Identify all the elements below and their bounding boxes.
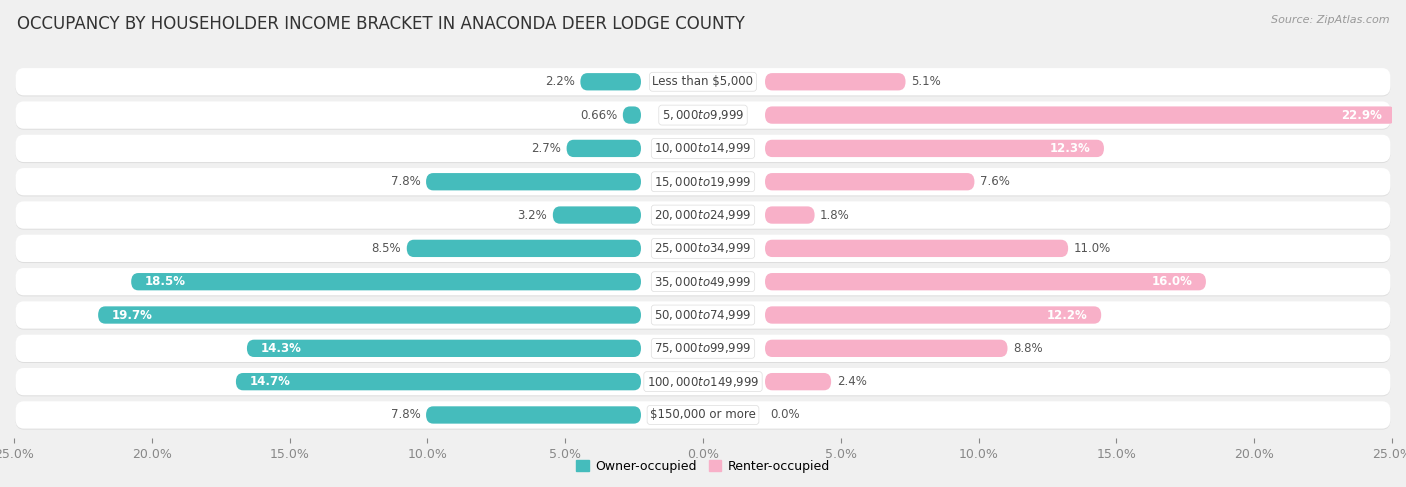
FancyBboxPatch shape xyxy=(765,140,1104,157)
Text: 12.3%: 12.3% xyxy=(1049,142,1090,155)
FancyBboxPatch shape xyxy=(131,273,641,290)
Text: $35,000 to $49,999: $35,000 to $49,999 xyxy=(654,275,752,289)
Legend: Owner-occupied, Renter-occupied: Owner-occupied, Renter-occupied xyxy=(571,455,835,478)
FancyBboxPatch shape xyxy=(15,236,1391,263)
FancyBboxPatch shape xyxy=(406,240,641,257)
FancyBboxPatch shape xyxy=(15,168,1391,195)
Text: 14.7%: 14.7% xyxy=(250,375,291,388)
FancyBboxPatch shape xyxy=(765,206,814,224)
FancyBboxPatch shape xyxy=(15,335,1391,362)
FancyBboxPatch shape xyxy=(765,273,1206,290)
Text: 3.2%: 3.2% xyxy=(517,208,547,222)
Text: $5,000 to $9,999: $5,000 to $9,999 xyxy=(662,108,744,122)
FancyBboxPatch shape xyxy=(765,240,1069,257)
Text: 22.9%: 22.9% xyxy=(1341,109,1382,122)
Text: 7.8%: 7.8% xyxy=(391,175,420,188)
Text: 0.0%: 0.0% xyxy=(770,409,800,421)
Text: Less than $5,000: Less than $5,000 xyxy=(652,75,754,88)
FancyBboxPatch shape xyxy=(15,268,1391,295)
Text: 8.8%: 8.8% xyxy=(1012,342,1043,355)
FancyBboxPatch shape xyxy=(765,339,1008,357)
FancyBboxPatch shape xyxy=(15,102,1391,130)
Text: $150,000 or more: $150,000 or more xyxy=(650,409,756,421)
FancyBboxPatch shape xyxy=(623,107,641,124)
FancyBboxPatch shape xyxy=(15,101,1391,129)
FancyBboxPatch shape xyxy=(765,107,1396,124)
FancyBboxPatch shape xyxy=(15,136,1391,163)
Text: 1.8%: 1.8% xyxy=(820,208,849,222)
FancyBboxPatch shape xyxy=(15,402,1391,430)
FancyBboxPatch shape xyxy=(15,401,1391,429)
Text: 14.3%: 14.3% xyxy=(260,342,301,355)
Text: 7.6%: 7.6% xyxy=(980,175,1010,188)
FancyBboxPatch shape xyxy=(426,173,641,190)
Text: 2.2%: 2.2% xyxy=(546,75,575,88)
FancyBboxPatch shape xyxy=(247,339,641,357)
FancyBboxPatch shape xyxy=(98,306,641,324)
FancyBboxPatch shape xyxy=(765,173,974,190)
Text: $15,000 to $19,999: $15,000 to $19,999 xyxy=(654,175,752,189)
FancyBboxPatch shape xyxy=(15,202,1391,229)
Text: Source: ZipAtlas.com: Source: ZipAtlas.com xyxy=(1271,15,1389,25)
Text: $50,000 to $74,999: $50,000 to $74,999 xyxy=(654,308,752,322)
FancyBboxPatch shape xyxy=(567,140,641,157)
FancyBboxPatch shape xyxy=(236,373,641,390)
Text: $75,000 to $99,999: $75,000 to $99,999 xyxy=(654,341,752,356)
Text: $100,000 to $149,999: $100,000 to $149,999 xyxy=(647,375,759,389)
FancyBboxPatch shape xyxy=(15,368,1391,395)
FancyBboxPatch shape xyxy=(15,369,1391,396)
Text: $10,000 to $14,999: $10,000 to $14,999 xyxy=(654,141,752,155)
Text: 2.4%: 2.4% xyxy=(837,375,866,388)
Text: 16.0%: 16.0% xyxy=(1152,275,1192,288)
FancyBboxPatch shape xyxy=(15,203,1391,230)
FancyBboxPatch shape xyxy=(15,235,1391,262)
Text: 12.2%: 12.2% xyxy=(1046,308,1087,321)
FancyBboxPatch shape xyxy=(426,406,641,424)
FancyBboxPatch shape xyxy=(15,336,1391,363)
FancyBboxPatch shape xyxy=(15,135,1391,162)
FancyBboxPatch shape xyxy=(15,69,1391,96)
Text: 7.8%: 7.8% xyxy=(391,409,420,421)
Text: 11.0%: 11.0% xyxy=(1074,242,1111,255)
FancyBboxPatch shape xyxy=(15,169,1391,196)
FancyBboxPatch shape xyxy=(581,73,641,91)
Text: 0.66%: 0.66% xyxy=(581,109,617,122)
Text: 19.7%: 19.7% xyxy=(112,308,153,321)
FancyBboxPatch shape xyxy=(15,301,1391,329)
Text: $20,000 to $24,999: $20,000 to $24,999 xyxy=(654,208,752,222)
FancyBboxPatch shape xyxy=(765,73,905,91)
Text: OCCUPANCY BY HOUSEHOLDER INCOME BRACKET IN ANACONDA DEER LODGE COUNTY: OCCUPANCY BY HOUSEHOLDER INCOME BRACKET … xyxy=(17,15,745,33)
Text: $25,000 to $34,999: $25,000 to $34,999 xyxy=(654,242,752,255)
FancyBboxPatch shape xyxy=(765,373,831,390)
FancyBboxPatch shape xyxy=(765,306,1101,324)
FancyBboxPatch shape xyxy=(15,269,1391,297)
Text: 8.5%: 8.5% xyxy=(371,242,401,255)
FancyBboxPatch shape xyxy=(15,302,1391,330)
FancyBboxPatch shape xyxy=(553,206,641,224)
Text: 2.7%: 2.7% xyxy=(531,142,561,155)
Text: 18.5%: 18.5% xyxy=(145,275,186,288)
Text: 5.1%: 5.1% xyxy=(911,75,941,88)
FancyBboxPatch shape xyxy=(15,68,1391,95)
